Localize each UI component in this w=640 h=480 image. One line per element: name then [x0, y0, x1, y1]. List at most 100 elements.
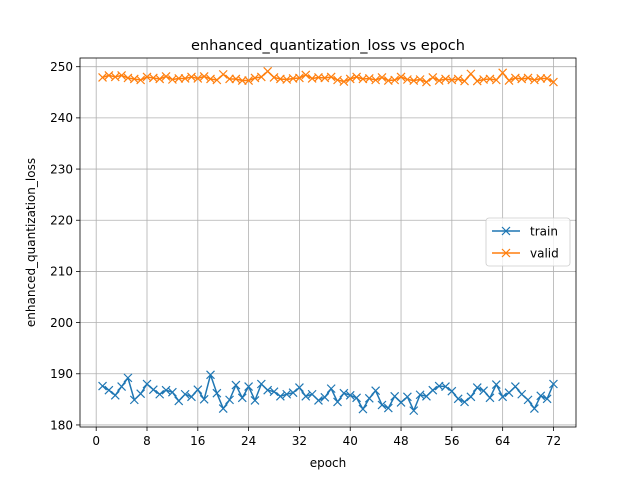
- data-point-valid: [536, 74, 546, 83]
- data-point-train: [288, 388, 298, 398]
- x-tick-label: 0: [92, 434, 100, 448]
- data-point-valid: [98, 73, 107, 82]
- data-point-train: [472, 383, 482, 393]
- data-point-valid: [549, 77, 558, 87]
- data-point-train: [441, 382, 450, 391]
- data-point-train: [250, 395, 260, 405]
- data-point-train: [123, 373, 133, 383]
- data-point-train: [275, 391, 285, 401]
- data-point-train: [155, 389, 165, 399]
- data-point-train: [453, 394, 463, 404]
- data-point-train: [466, 392, 476, 402]
- data-point-valid: [339, 77, 349, 86]
- data-point-train: [136, 389, 146, 399]
- x-tick-label: 72: [546, 434, 561, 448]
- data-point-train: [383, 403, 393, 413]
- data-point-train: [193, 385, 203, 395]
- data-point-train: [485, 393, 495, 403]
- legend-marker-valid: [501, 248, 511, 258]
- data-point-train: [510, 382, 520, 391]
- data-point-valid: [542, 74, 552, 83]
- data-point-valid: [466, 69, 476, 79]
- y-tick-label: 250: [50, 60, 73, 74]
- chart-title: enhanced_quantization_loss vs epoch: [191, 38, 465, 54]
- data-point-train: [371, 386, 381, 396]
- data-point-train: [206, 370, 215, 380]
- data-point-train: [180, 389, 190, 399]
- y-tick-label: 190: [50, 367, 73, 381]
- data-point-train: [339, 388, 349, 398]
- data-point-valid: [491, 75, 501, 85]
- y-tick-label: 210: [50, 265, 73, 279]
- data-point-train: [536, 391, 546, 401]
- data-point-train: [402, 392, 412, 402]
- data-point-train: [364, 393, 374, 403]
- data-point-train: [549, 379, 558, 389]
- data-point-valid: [371, 75, 381, 85]
- series-group: [98, 66, 558, 416]
- x-tick-label: 64: [495, 434, 510, 448]
- data-point-valid: [244, 76, 254, 85]
- x-tick-label: 48: [393, 434, 408, 448]
- data-point-valid: [453, 74, 463, 84]
- data-point-train: [326, 384, 336, 394]
- data-point-train: [98, 381, 107, 391]
- axis-ticks: 0 8 16 24 32 40 48 56 64 72 180 190 200 210 220 230 240 2…: [50, 60, 561, 448]
- data-point-valid: [301, 70, 311, 80]
- x-tick-label: 16: [190, 434, 205, 448]
- data-point-train: [409, 406, 419, 416]
- data-point-train: [244, 382, 254, 391]
- data-point-valid: [225, 74, 234, 84]
- y-tick-label: 220: [50, 214, 73, 228]
- data-point-valid: [523, 73, 533, 83]
- data-point-train: [231, 380, 241, 390]
- data-point-valid: [218, 69, 228, 79]
- series-train: [98, 370, 558, 416]
- data-point-train: [294, 383, 304, 393]
- data-point-train: [237, 393, 247, 403]
- data-point-valid: [428, 73, 438, 82]
- data-point-valid: [422, 77, 431, 87]
- y-tick-label: 240: [50, 111, 73, 125]
- data-point-train: [447, 386, 457, 396]
- data-point-valid: [199, 71, 209, 81]
- y-tick-label: 200: [50, 316, 73, 330]
- data-point-train: [491, 380, 501, 389]
- data-point-valid: [326, 72, 336, 82]
- data-point-train: [104, 385, 114, 395]
- data-point-train: [148, 385, 158, 395]
- data-point-train: [161, 385, 171, 395]
- data-point-valid: [504, 76, 514, 85]
- grid: [80, 58, 576, 427]
- data-point-valid: [352, 72, 362, 82]
- y-axis-label: enhanced_quantization_loss: [24, 158, 38, 327]
- data-point-train: [167, 387, 177, 397]
- data-point-valid: [396, 72, 406, 82]
- data-point-train: [542, 394, 552, 404]
- legend-label-valid: valid: [530, 247, 559, 261]
- data-point-train: [345, 390, 355, 400]
- data-point-train: [479, 386, 489, 396]
- data-point-train: [498, 392, 508, 402]
- legend-marker-train: [501, 226, 511, 236]
- data-point-valid: [193, 74, 203, 83]
- data-point-valid: [117, 70, 127, 80]
- data-point-valid: [174, 74, 184, 83]
- data-point-train: [523, 395, 533, 405]
- data-point-train: [301, 391, 311, 401]
- x-axis-label: epoch: [310, 456, 347, 470]
- series-valid: [98, 66, 558, 87]
- data-point-train: [269, 387, 279, 397]
- data-point-train: [352, 393, 362, 403]
- x-tick-label: 24: [241, 434, 256, 448]
- data-point-train: [117, 382, 127, 391]
- data-point-valid: [237, 76, 247, 85]
- data-point-train: [225, 395, 234, 405]
- data-point-train: [218, 404, 228, 414]
- y-tick-label: 230: [50, 162, 73, 176]
- data-point-train: [428, 385, 438, 395]
- data-point-train: [110, 390, 120, 400]
- data-point-train: [358, 404, 368, 414]
- data-point-train: [314, 395, 323, 405]
- y-tick-label: 180: [50, 418, 73, 432]
